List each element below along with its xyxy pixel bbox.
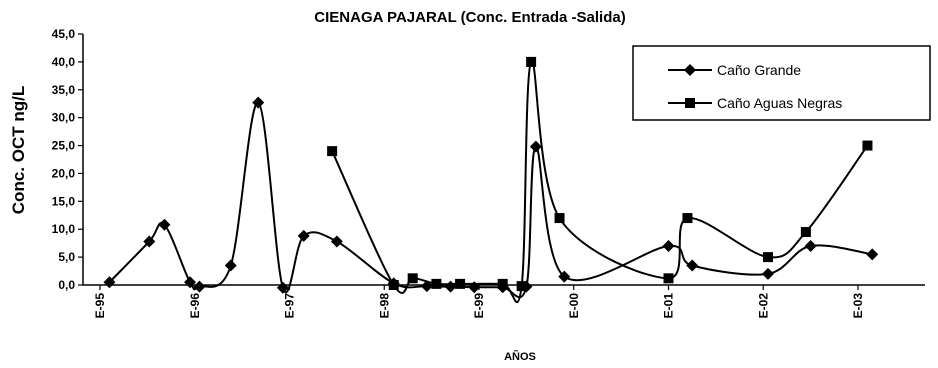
x-tick-labels: E-95 E-96 E-97 E-98 E-99 E-00 E-01 E-02 E-03 bbox=[93, 285, 865, 318]
data-point-square bbox=[554, 213, 565, 224]
data-point-diamond bbox=[866, 248, 879, 261]
x-tick-label: E-02 bbox=[756, 293, 770, 319]
y-tick-label: 15,0 bbox=[52, 194, 76, 208]
data-point-diamond bbox=[529, 140, 542, 153]
legend-label-cano-grande: Caño Grande bbox=[717, 62, 801, 78]
y-tick-label: 10,0 bbox=[52, 222, 76, 236]
series-1 bbox=[327, 56, 873, 304]
x-tick-label: E-96 bbox=[188, 293, 202, 319]
x-tick-label: E-95 bbox=[93, 293, 107, 319]
y-tick-label: 20,0 bbox=[52, 166, 76, 180]
data-point-diamond bbox=[330, 235, 343, 248]
data-point-square bbox=[800, 227, 811, 238]
data-point-diamond bbox=[297, 229, 310, 242]
data-point-diamond bbox=[662, 239, 675, 252]
y-tick-label: 5,0 bbox=[58, 250, 75, 264]
legend-marker-diamond bbox=[684, 64, 696, 76]
y-tick-label: 0,0 bbox=[58, 278, 75, 292]
chart-title: CIENAGA PAJARAL (Conc. Entrada -Salida) bbox=[314, 9, 625, 26]
x-axis-label: AÑOS bbox=[504, 350, 536, 363]
data-point-square bbox=[388, 280, 399, 290]
data-point-square bbox=[455, 278, 466, 289]
data-point-square bbox=[497, 278, 508, 289]
legend-label-cano-aguas-negras: Caño Aguas Negras bbox=[717, 95, 842, 111]
data-point-diamond bbox=[158, 218, 171, 231]
y-tick-label: 45,0 bbox=[52, 27, 76, 41]
y-axis-label: Conc. OCT ng/L bbox=[9, 86, 28, 214]
series-0 bbox=[103, 96, 879, 299]
x-tick-label: E-97 bbox=[283, 293, 297, 319]
data-point-diamond bbox=[804, 239, 817, 252]
series-layer bbox=[103, 56, 879, 304]
data-point-square bbox=[431, 278, 442, 289]
data-point-square bbox=[407, 273, 418, 284]
data-point-square bbox=[663, 273, 674, 284]
x-tick-label: E-00 bbox=[567, 293, 581, 319]
data-point-square bbox=[682, 213, 693, 224]
legend: Caño Grande Caño Aguas Negras bbox=[632, 45, 931, 121]
legend-marker-square bbox=[685, 98, 695, 108]
data-point-diamond bbox=[252, 96, 265, 109]
data-point-square bbox=[327, 146, 338, 157]
data-point-diamond bbox=[276, 281, 289, 294]
data-point-square bbox=[526, 56, 537, 67]
x-tick-label: E-98 bbox=[377, 293, 391, 319]
data-point-diamond bbox=[558, 270, 571, 283]
data-point-diamond bbox=[224, 259, 237, 272]
data-point-diamond bbox=[761, 267, 774, 280]
x-tick-label: E-99 bbox=[472, 293, 486, 319]
series-line bbox=[108, 101, 873, 299]
data-point-diamond bbox=[193, 280, 206, 293]
data-point-square bbox=[762, 252, 773, 263]
data-point-diamond bbox=[103, 276, 116, 289]
data-point-diamond bbox=[686, 259, 699, 272]
data-point-square bbox=[862, 140, 873, 151]
data-point-diamond bbox=[444, 280, 457, 293]
data-point-diamond bbox=[184, 276, 197, 289]
y-tick-label: 30,0 bbox=[52, 111, 76, 125]
x-tick-label: E-03 bbox=[851, 293, 865, 319]
y-tick-label: 25,0 bbox=[52, 139, 76, 153]
y-tick-labels: 0,0 5,0 10,0 15,0 20,0 25,0 30,0 35,0 40,0 45,0 bbox=[52, 27, 83, 292]
y-tick-label: 35,0 bbox=[52, 83, 76, 97]
x-tick-label: E-01 bbox=[662, 293, 676, 319]
legend-box bbox=[632, 45, 931, 121]
data-point-diamond bbox=[143, 235, 156, 248]
data-point-square bbox=[516, 281, 527, 292]
y-tick-label: 40,0 bbox=[52, 55, 76, 69]
